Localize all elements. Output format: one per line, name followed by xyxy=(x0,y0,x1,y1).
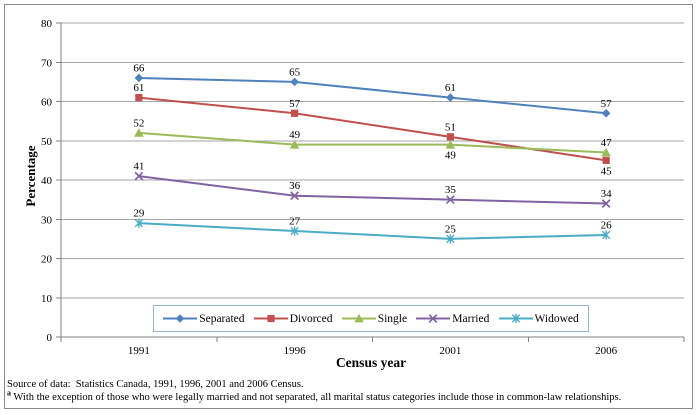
legend-item-widowed: Widowed xyxy=(498,312,579,325)
marker-separated-1991 xyxy=(134,73,144,83)
series-lines xyxy=(138,76,607,240)
gridlines xyxy=(61,22,684,299)
data-label-single-1996: 49 xyxy=(289,129,301,141)
legend-label: Single xyxy=(377,312,408,325)
y-axis-title: Percentage xyxy=(23,145,38,206)
data-label-divorced-1996: 57 xyxy=(289,98,301,110)
footnotes: Source of data: Statistics Canada, 1991,… xyxy=(7,378,692,404)
x-tick-label: 2001 xyxy=(439,345,461,357)
y-tick-label: 70 xyxy=(41,57,53,69)
marker-separated-2001 xyxy=(446,93,455,102)
marker-widowed-1996 xyxy=(290,226,299,236)
data-label-married-2006: 34 xyxy=(601,188,613,200)
legend-glyph-married xyxy=(428,314,438,323)
marker-single-2006 xyxy=(601,147,611,157)
legend-marker-separated xyxy=(163,314,198,323)
data-label-separated-2006: 57 xyxy=(601,98,613,110)
data-label-married-2001: 35 xyxy=(445,184,457,196)
x-axis-title: Census year xyxy=(336,355,406,370)
data-label-widowed-1991: 29 xyxy=(133,208,145,220)
y-tick-label: 60 xyxy=(41,97,53,109)
marker-married-2001 xyxy=(445,195,455,205)
legend-label: Divorced xyxy=(289,312,333,325)
marker-divorced-1996 xyxy=(291,109,299,117)
y-tick-label: 30 xyxy=(41,214,53,226)
legend-marker-widowed xyxy=(498,313,533,324)
legend-item-separated: Separated xyxy=(163,312,245,325)
data-label-single-1991: 52 xyxy=(133,117,144,129)
marker-single-2001 xyxy=(445,140,456,149)
source-note: Source of data: Statistics Canada, 1991,… xyxy=(7,379,304,390)
marker-divorced-1991 xyxy=(135,93,143,102)
legend-marker-single xyxy=(341,313,376,323)
legend-glyph-widowed xyxy=(511,313,520,324)
legend-label: Widowed xyxy=(534,312,579,325)
marker-married-2006 xyxy=(601,199,611,208)
data-labels: 66 65 61 57 61 57 51 45 52 49 49 47 41 36 35 34 29 27 25 26 xyxy=(133,62,612,235)
y-tick-label: 10 xyxy=(41,293,53,305)
legend-item-married: Married xyxy=(416,313,489,325)
marker-married-1991 xyxy=(134,171,144,181)
y-tick-label: 80 xyxy=(41,18,53,30)
footnote-a: a With the exception of those who were l… xyxy=(7,388,622,403)
marker-divorced-2001 xyxy=(446,133,454,141)
axes xyxy=(56,22,685,342)
y-tick-label: 50 xyxy=(41,136,53,148)
series-line-married xyxy=(138,175,607,205)
marker-widowed-2006 xyxy=(601,230,611,240)
data-label-married-1996: 36 xyxy=(289,180,301,192)
legend-marker-married xyxy=(416,314,451,323)
data-label-widowed-1996: 27 xyxy=(289,216,301,228)
data-label-single-2006: 47 xyxy=(601,137,613,149)
data-label-divorced-2001: 51 xyxy=(445,121,456,133)
y-tick-label: 0 xyxy=(47,332,53,344)
marker-single-1996 xyxy=(289,140,300,149)
data-label-single-2001: 49 xyxy=(445,150,457,162)
data-label-widowed-2001: 25 xyxy=(445,223,457,235)
data-label-divorced-2006: 45 xyxy=(601,165,613,177)
legend-item-divorced: Divorced xyxy=(253,312,333,325)
marker-widowed-2001 xyxy=(446,234,455,244)
y-tick-label: 40 xyxy=(41,175,53,187)
series-line-single xyxy=(138,131,607,154)
legend-glyph-separated xyxy=(175,314,185,323)
footnote-marker: a xyxy=(7,388,11,398)
x-tick-label: 2006 xyxy=(595,345,618,357)
x-tick-label: 1996 xyxy=(284,345,307,357)
legend-marker-divorced xyxy=(253,314,288,323)
data-label-widowed-2006: 26 xyxy=(601,219,613,231)
marker-single-1991 xyxy=(134,128,144,137)
series-line-separated xyxy=(138,76,607,115)
series-line-widowed xyxy=(138,222,607,240)
legend-label: Married xyxy=(452,312,490,325)
marker-married-1996 xyxy=(290,191,300,201)
legend-glyph-divorced xyxy=(267,314,275,323)
marker-separated-1996 xyxy=(290,77,299,87)
marker-widowed-1991 xyxy=(134,218,144,228)
data-label-married-1991: 41 xyxy=(133,161,144,173)
legend-glyph-single xyxy=(353,313,364,323)
legend: Separated Divorced Single Married Widowed xyxy=(153,305,589,332)
series-markers xyxy=(134,73,611,244)
x-tick-label: 1991 xyxy=(128,345,150,357)
data-label-divorced-1991: 61 xyxy=(133,82,144,94)
tick-labels: 0 10 20 30 40 50 60 70 80 1991 1996 2001 2006 xyxy=(41,18,618,357)
marker-divorced-2006 xyxy=(602,156,610,164)
legend-label: Separated xyxy=(199,312,245,325)
y-tick-label: 20 xyxy=(41,254,53,266)
data-label-separated-2001: 61 xyxy=(445,82,456,94)
marker-separated-2006 xyxy=(601,108,611,118)
legend-item-single: Single xyxy=(341,312,408,325)
data-label-separated-1991: 66 xyxy=(133,62,145,74)
data-label-separated-1996: 65 xyxy=(289,66,301,78)
